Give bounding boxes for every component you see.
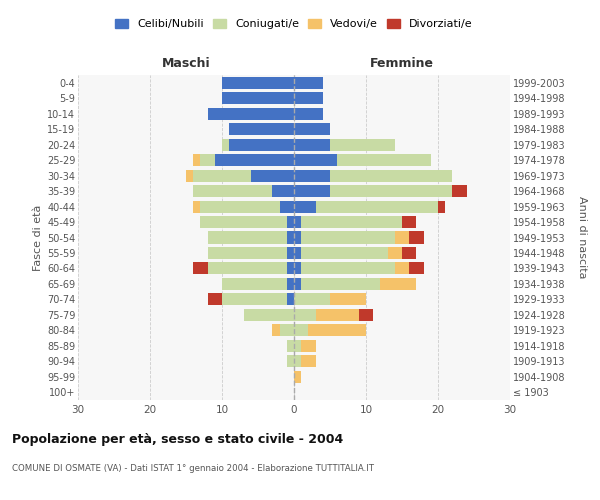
Bar — [280, 324, 294, 336]
Bar — [208, 108, 294, 120]
Text: Maschi: Maschi — [161, 58, 211, 70]
Bar — [251, 170, 294, 181]
Bar — [409, 262, 424, 274]
Bar — [330, 294, 366, 306]
Bar — [294, 356, 301, 368]
Bar — [409, 232, 424, 243]
Bar — [294, 200, 316, 212]
Bar — [330, 170, 452, 181]
Bar — [208, 232, 287, 243]
Bar — [287, 232, 294, 243]
Bar — [208, 262, 287, 274]
Bar — [294, 123, 330, 135]
Bar — [200, 154, 215, 166]
Bar — [359, 309, 373, 321]
Bar — [294, 92, 323, 104]
Bar — [294, 232, 301, 243]
Bar — [402, 247, 416, 259]
Bar — [337, 154, 431, 166]
Bar — [193, 185, 272, 197]
Bar — [294, 138, 330, 150]
Text: COMUNE DI OSMATE (VA) - Dati ISTAT 1° gennaio 2004 - Elaborazione TUTTITALIA.IT: COMUNE DI OSMATE (VA) - Dati ISTAT 1° ge… — [12, 464, 374, 473]
Bar — [380, 278, 416, 290]
Bar — [301, 216, 402, 228]
Bar — [215, 154, 294, 166]
Bar — [193, 170, 251, 181]
Bar — [200, 200, 280, 212]
Bar — [287, 247, 294, 259]
Bar — [316, 200, 438, 212]
Bar — [229, 138, 294, 150]
Bar — [193, 154, 200, 166]
Bar — [222, 294, 287, 306]
Bar — [301, 340, 316, 352]
Bar — [244, 309, 294, 321]
Bar — [301, 232, 395, 243]
Bar — [301, 247, 388, 259]
Bar — [294, 371, 301, 383]
Bar — [186, 170, 193, 181]
Bar — [294, 76, 323, 89]
Bar — [395, 262, 409, 274]
Bar — [272, 185, 294, 197]
Bar — [388, 247, 402, 259]
Bar — [301, 356, 316, 368]
Bar — [294, 170, 330, 181]
Bar — [193, 200, 200, 212]
Bar — [294, 154, 337, 166]
Bar — [301, 262, 395, 274]
Bar — [395, 232, 409, 243]
Bar — [330, 138, 395, 150]
Bar — [287, 340, 294, 352]
Bar — [294, 278, 301, 290]
Bar — [208, 247, 287, 259]
Bar — [222, 92, 294, 104]
Bar — [193, 262, 208, 274]
Bar — [294, 216, 301, 228]
Bar — [287, 294, 294, 306]
Bar — [287, 278, 294, 290]
Bar — [294, 185, 330, 197]
Bar — [287, 262, 294, 274]
Bar — [200, 216, 287, 228]
Text: Popolazione per età, sesso e stato civile - 2004: Popolazione per età, sesso e stato civil… — [12, 432, 343, 446]
Bar — [287, 216, 294, 228]
Bar — [280, 200, 294, 212]
Y-axis label: Fasce di età: Fasce di età — [32, 204, 43, 270]
Bar — [316, 309, 359, 321]
Bar — [294, 108, 323, 120]
Bar — [287, 356, 294, 368]
Bar — [294, 324, 308, 336]
Bar — [208, 294, 222, 306]
Bar — [294, 294, 330, 306]
Bar — [308, 324, 366, 336]
Bar — [438, 200, 445, 212]
Bar — [294, 309, 316, 321]
Bar — [222, 76, 294, 89]
Bar — [294, 340, 301, 352]
Bar — [222, 138, 229, 150]
Bar — [452, 185, 467, 197]
Y-axis label: Anni di nascita: Anni di nascita — [577, 196, 587, 279]
Bar — [301, 278, 380, 290]
Bar — [402, 216, 416, 228]
Bar — [229, 123, 294, 135]
Text: Femmine: Femmine — [370, 58, 434, 70]
Bar — [294, 247, 301, 259]
Bar — [272, 324, 280, 336]
Bar — [294, 262, 301, 274]
Bar — [330, 185, 452, 197]
Legend: Celibi/Nubili, Coniugati/e, Vedovi/e, Divorziati/e: Celibi/Nubili, Coniugati/e, Vedovi/e, Di… — [112, 16, 476, 32]
Bar — [222, 278, 287, 290]
